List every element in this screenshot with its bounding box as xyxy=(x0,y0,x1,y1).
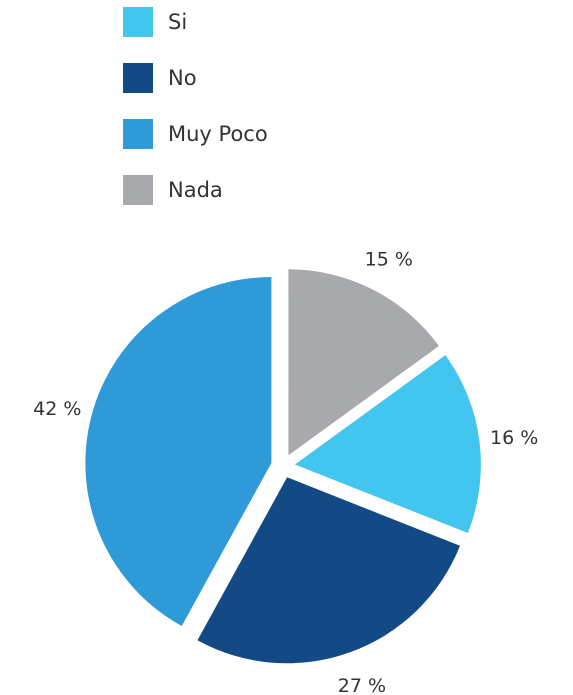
pie-slice-si xyxy=(294,355,481,533)
chart-legend: Si No Muy Poco Nada xyxy=(123,7,268,231)
pie-slice-no xyxy=(197,477,461,664)
legend-swatch-no xyxy=(123,63,153,93)
legend-label-muy-poco: Muy Poco xyxy=(168,122,268,146)
legend-label-no: No xyxy=(168,66,197,90)
data-label-nada: 15 % xyxy=(365,248,413,270)
legend-label-nada: Nada xyxy=(168,178,223,202)
data-label-si: 16 % xyxy=(490,427,538,449)
data-label-no: 27 % xyxy=(338,675,386,695)
legend-swatch-muy-poco xyxy=(123,119,153,149)
legend-item-muy-poco: Muy Poco xyxy=(123,119,268,149)
legend-item-si: Si xyxy=(123,7,268,37)
legend-swatch-nada xyxy=(123,175,153,205)
legend-swatch-si xyxy=(123,7,153,37)
data-label-muy-poco: 42 % xyxy=(33,398,81,420)
pie-slice-muy-poco xyxy=(85,277,272,627)
legend-item-no: No xyxy=(123,63,268,93)
legend-item-nada: Nada xyxy=(123,175,268,205)
pie-slice-nada xyxy=(288,269,439,456)
legend-label-si: Si xyxy=(168,10,188,34)
